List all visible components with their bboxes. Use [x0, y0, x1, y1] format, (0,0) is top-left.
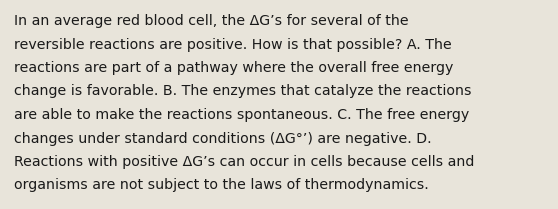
- Text: In an average red blood cell, the ΔG’s for several of the: In an average red blood cell, the ΔG’s f…: [14, 14, 408, 28]
- Text: reversible reactions are positive. How is that possible? A. The: reversible reactions are positive. How i…: [14, 37, 452, 51]
- Text: Reactions with positive ΔG’s can occur in cells because cells and: Reactions with positive ΔG’s can occur i…: [14, 155, 474, 169]
- Text: reactions are part of a pathway where the overall free energy: reactions are part of a pathway where th…: [14, 61, 453, 75]
- Text: changes under standard conditions (ΔG°’) are negative. D.: changes under standard conditions (ΔG°’)…: [14, 131, 432, 145]
- Text: change is favorable. B. The enzymes that catalyze the reactions: change is favorable. B. The enzymes that…: [14, 84, 472, 98]
- Text: are able to make the reactions spontaneous. C. The free energy: are able to make the reactions spontaneo…: [14, 108, 469, 122]
- Text: organisms are not subject to the laws of thermodynamics.: organisms are not subject to the laws of…: [14, 178, 429, 192]
